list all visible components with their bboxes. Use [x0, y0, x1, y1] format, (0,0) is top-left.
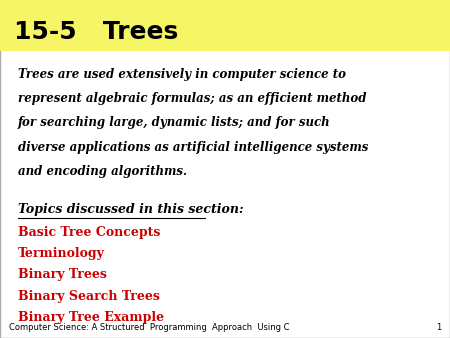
- Text: Binary Trees: Binary Trees: [18, 268, 107, 281]
- Text: Trees are used extensively in computer science to: Trees are used extensively in computer s…: [18, 68, 346, 80]
- FancyBboxPatch shape: [0, 0, 450, 51]
- Text: represent algebraic formulas; as an efficient method: represent algebraic formulas; as an effi…: [18, 92, 366, 105]
- Text: and encoding algorithms.: and encoding algorithms.: [18, 165, 187, 178]
- Text: for searching large, dynamic lists; and for such: for searching large, dynamic lists; and …: [18, 116, 331, 129]
- Text: Binary Search Trees: Binary Search Trees: [18, 290, 160, 303]
- Text: Terminology: Terminology: [18, 247, 105, 260]
- Text: Topics discussed in this section:: Topics discussed in this section:: [18, 203, 243, 216]
- Text: 15-5   Trees: 15-5 Trees: [14, 20, 178, 44]
- Text: 1: 1: [436, 323, 441, 332]
- Text: diverse applications as artificial intelligence systems: diverse applications as artificial intel…: [18, 141, 369, 153]
- Text: Computer Science: A Structured  Programming  Approach  Using C: Computer Science: A Structured Programmi…: [9, 323, 289, 332]
- Text: Binary Tree Example: Binary Tree Example: [18, 311, 164, 324]
- Text: Basic Tree Concepts: Basic Tree Concepts: [18, 226, 160, 239]
